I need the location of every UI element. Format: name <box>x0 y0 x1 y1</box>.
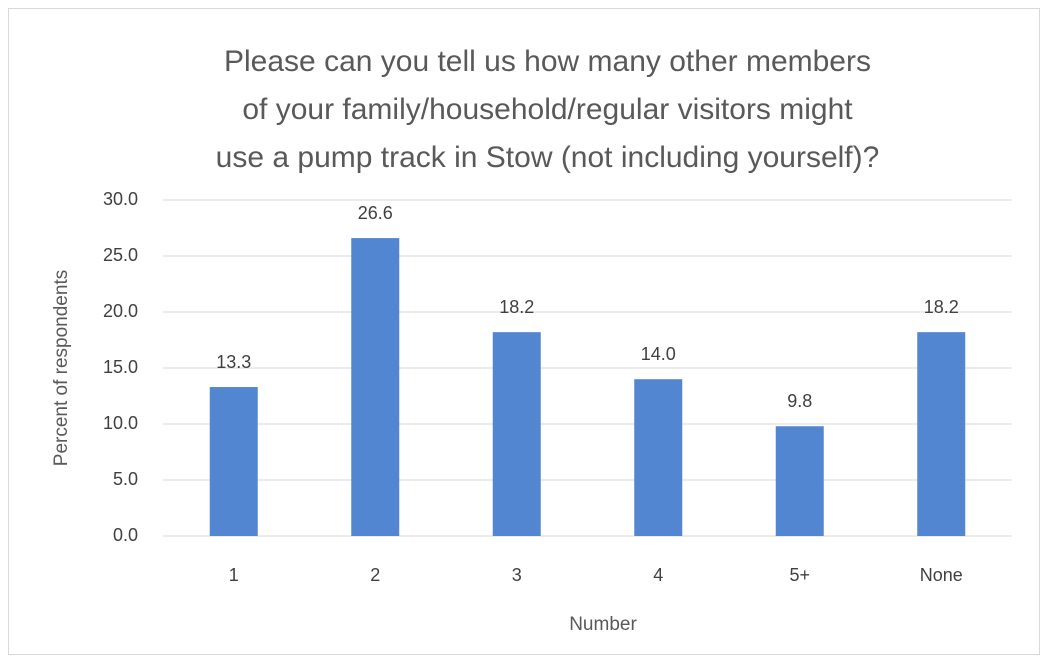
x-tick-label: None <box>920 565 963 585</box>
bar <box>775 426 824 536</box>
data-label: 18.2 <box>924 297 959 317</box>
x-tick-label: 3 <box>512 565 522 585</box>
data-label: 9.8 <box>787 391 812 411</box>
y-tick-label: 15.0 <box>103 357 138 377</box>
bar <box>917 332 966 536</box>
y-tick-label: 5.0 <box>113 469 138 489</box>
bar <box>351 238 400 536</box>
y-tick-label: 0.0 <box>113 525 138 545</box>
chart-title: Please can you tell us how many other me… <box>215 45 880 174</box>
y-axis-label: Percent of respondents <box>51 270 72 466</box>
x-tick-label: 4 <box>653 565 663 585</box>
data-label: 13.3 <box>216 352 251 372</box>
x-axis-label: Number <box>569 614 637 635</box>
bar <box>634 379 683 536</box>
x-tick-label: 5+ <box>789 565 810 585</box>
data-label: 14.0 <box>641 344 676 364</box>
data-label: 18.2 <box>499 297 534 317</box>
x-tick-label: 2 <box>370 565 380 585</box>
chart-border <box>8 8 1040 655</box>
x-tick-label: 1 <box>229 565 239 585</box>
y-tick-label: 30.0 <box>103 189 138 209</box>
bar <box>492 332 541 536</box>
data-label: 26.6 <box>358 203 393 223</box>
y-tick-label: 25.0 <box>103 245 138 265</box>
y-tick-label: 20.0 <box>103 301 138 321</box>
y-tick-label: 10.0 <box>103 413 138 433</box>
bar <box>209 387 258 536</box>
